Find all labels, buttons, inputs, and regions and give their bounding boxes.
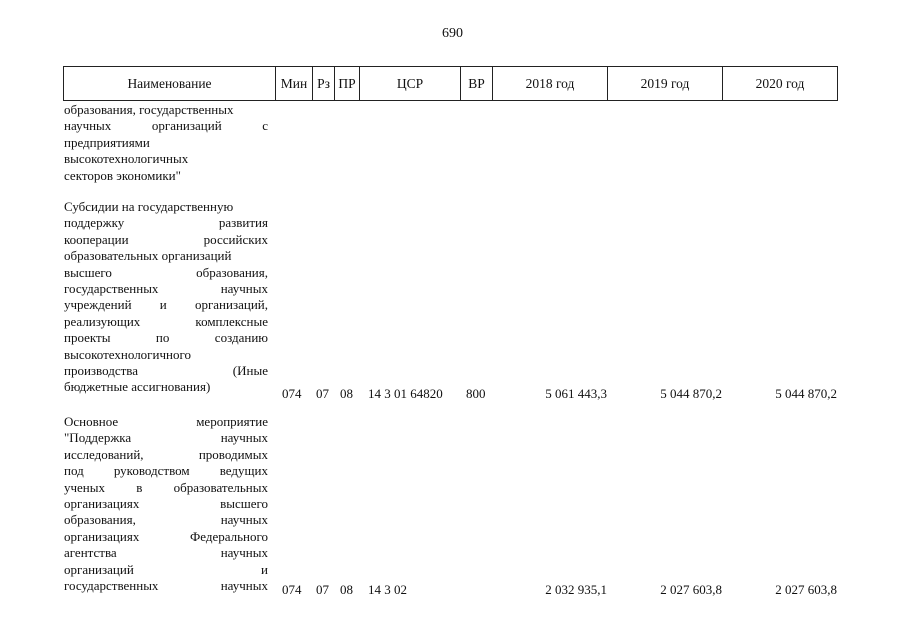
name-line: организациях Федерального [64, 528, 268, 544]
name-line: Основное мероприятие [64, 414, 268, 429]
cell-min: 074 [282, 582, 302, 597]
cell-rz: 07 [316, 582, 329, 597]
header-min: Мин [275, 66, 313, 101]
name-line: кооперации российских [64, 231, 268, 247]
cell-pr: 08 [340, 582, 353, 597]
name-line: научных организаций с [64, 118, 268, 134]
header-csr: ЦСР [359, 66, 461, 101]
row-continuation-name: образования, государственных научных орг… [64, 102, 268, 184]
row-subsidy-name: Субсидии на государственную поддержку ра… [64, 199, 268, 396]
header-rz: Рз [312, 66, 335, 101]
name-line: государственных научных [64, 578, 268, 594]
name-line: высокотехнологичного [64, 346, 191, 362]
name-line: организаций и [64, 561, 268, 577]
name-line: организациях высшего [64, 496, 268, 512]
name-line: исследований, проводимых [64, 446, 268, 462]
cell-2020: 5 044 870,2 [775, 386, 837, 401]
name-line: производства (Иные [64, 363, 268, 379]
name-line: ученых в образовательных [64, 479, 268, 495]
name-line: государственных научных [64, 281, 268, 297]
name-line: высшего образования, [64, 264, 268, 280]
name-line: секторов экономики" [64, 167, 181, 183]
cell-min: 074 [282, 386, 302, 401]
header-pr: ПР [334, 66, 360, 101]
header-2019: 2019 год [607, 66, 723, 101]
cell-vr: 800 [466, 386, 486, 401]
name-line: проекты по созданию [64, 330, 268, 346]
cell-2018: 5 061 443,3 [545, 386, 607, 401]
cell-2019: 5 044 870,2 [660, 386, 722, 401]
name-line: под руководством ведущих [64, 463, 268, 479]
cell-csr: 14 3 02 [368, 582, 407, 597]
header-2020: 2020 год [722, 66, 838, 101]
header-vr: ВР [460, 66, 493, 101]
cell-rz: 07 [316, 386, 329, 401]
name-line: высокотехнологичных [64, 151, 189, 167]
name-line: учреждений и организаций, [64, 297, 268, 313]
name-line: бюджетные ассигнования) [64, 379, 211, 395]
table-header: Наименование Мин Рз ПР ЦСР ВР 2018 год 2… [63, 66, 838, 101]
cell-pr: 08 [340, 386, 353, 401]
row-main-activity-name: Основное мероприятие "Поддержка научных … [64, 414, 268, 594]
cell-2018: 2 032 935,1 [545, 582, 607, 597]
name-line: образования, государственных [64, 102, 234, 117]
page-number: 690 [442, 26, 463, 41]
name-line: реализующих комплексные [64, 313, 268, 329]
cell-csr: 14 3 01 64820 [368, 386, 443, 401]
name-line: Субсидии на государственную [64, 199, 234, 214]
name-line: агентства научных [64, 545, 268, 561]
header-name: Наименование [63, 66, 276, 101]
name-line: поддержку развития [64, 215, 268, 231]
name-line: "Поддержка научных [64, 430, 268, 446]
name-line: предприятиями [64, 134, 150, 150]
cell-2020: 2 027 603,8 [775, 582, 837, 597]
header-2018: 2018 год [492, 66, 608, 101]
cell-2019: 2 027 603,8 [660, 582, 722, 597]
name-line: образования, научных [64, 512, 268, 528]
name-line: образовательных организаций [64, 248, 232, 264]
